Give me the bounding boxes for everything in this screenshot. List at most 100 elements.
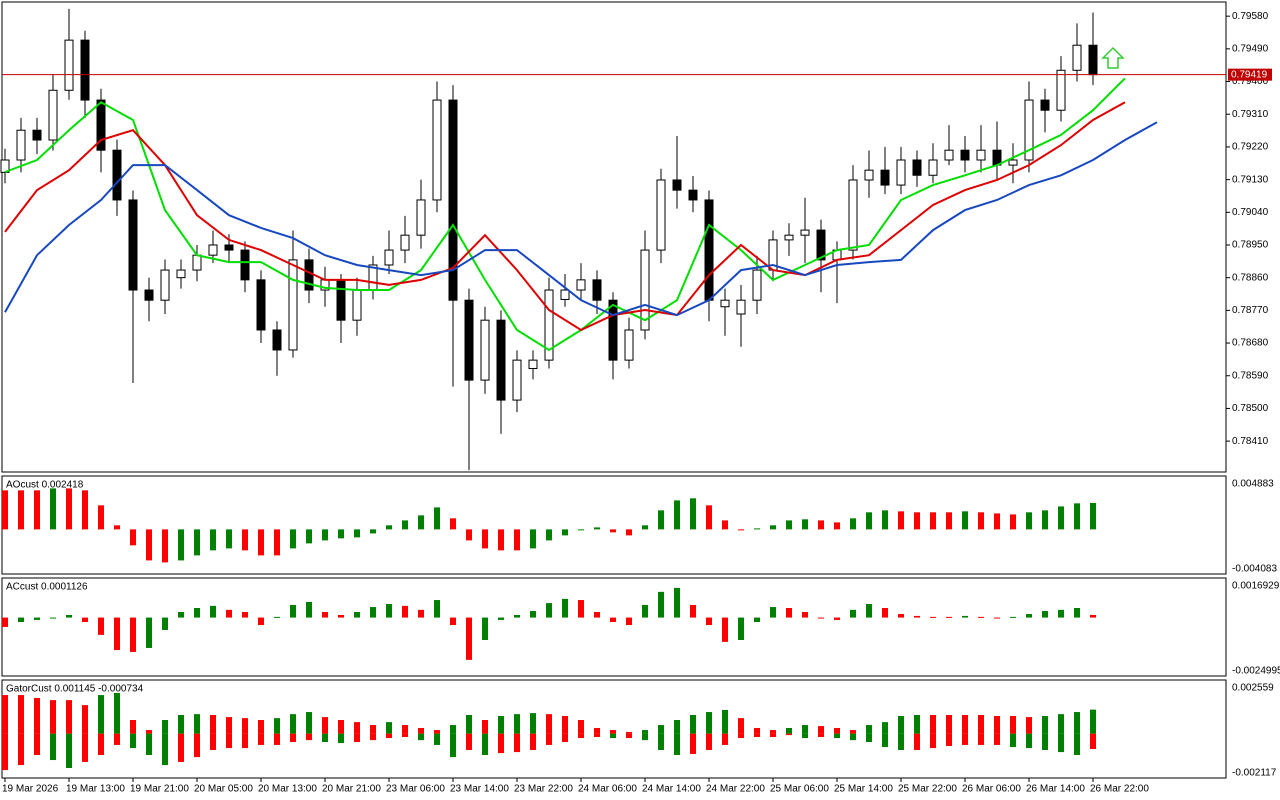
gator-bar xyxy=(978,733,984,745)
gator-bar xyxy=(1090,709,1096,734)
candle-body xyxy=(608,299,618,361)
histogram-bar xyxy=(530,611,536,618)
gator-bar xyxy=(562,733,568,743)
histogram-bar xyxy=(146,617,152,648)
histogram-bar xyxy=(306,601,312,618)
histogram-bar xyxy=(162,617,168,630)
histogram-bar xyxy=(434,507,440,530)
histogram-bar xyxy=(562,598,568,618)
gator-bar xyxy=(658,725,664,734)
gator-bar xyxy=(834,733,840,739)
histogram-bar xyxy=(962,511,968,530)
histogram-bar xyxy=(754,528,760,530)
gator-bar xyxy=(114,692,120,734)
panel-title: AOcust 0.002418 xyxy=(6,480,84,491)
current-price-box xyxy=(1228,68,1272,81)
histogram-bar xyxy=(594,611,600,618)
x-tick-label: 25 Mar 06:00 xyxy=(770,784,829,795)
y-top-label: 0.004883 xyxy=(1232,479,1274,490)
gator-bar xyxy=(722,733,728,745)
histogram-bar xyxy=(194,529,200,556)
candle-body xyxy=(352,289,362,321)
gator-bar xyxy=(658,733,664,750)
gator-bar xyxy=(706,712,712,734)
gator-bar xyxy=(866,733,872,743)
gator-bar xyxy=(34,733,40,756)
candle-body xyxy=(240,249,250,281)
y-tick-label: 0.78770 xyxy=(1232,305,1269,316)
histogram-bar xyxy=(754,617,760,623)
gator-bar xyxy=(770,730,776,734)
candle-body xyxy=(432,99,442,201)
histogram-bar xyxy=(402,520,408,530)
histogram-bar xyxy=(258,529,264,556)
gator-bar xyxy=(690,714,696,734)
gator-bar xyxy=(882,733,888,748)
y-tick-label: 0.78500 xyxy=(1232,403,1269,414)
histogram-bar xyxy=(690,604,696,618)
histogram-bar xyxy=(674,587,680,618)
gator-bar xyxy=(962,733,968,745)
histogram-bar xyxy=(1042,510,1048,530)
gator-bar xyxy=(418,727,424,734)
candle-body xyxy=(912,159,922,176)
gator-bar xyxy=(226,733,232,749)
gator-bar xyxy=(370,733,376,741)
histogram-bar xyxy=(242,611,248,618)
gator-bar xyxy=(850,733,856,741)
candle-body xyxy=(800,229,810,236)
histogram-bar xyxy=(434,600,440,618)
histogram-bar xyxy=(882,607,888,618)
histogram-bar xyxy=(1090,502,1096,530)
gator-bar xyxy=(1026,717,1032,734)
gator-bar xyxy=(1010,733,1016,748)
x-tick-label: 19 Mar 13:00 xyxy=(66,784,125,795)
gator-bar xyxy=(546,733,552,745)
histogram-bar xyxy=(866,512,872,530)
y-tick-label: 0.78860 xyxy=(1232,272,1269,283)
candle-body xyxy=(528,359,538,369)
gator-bar xyxy=(674,733,680,756)
histogram-bar xyxy=(690,498,696,530)
histogram-bar xyxy=(834,617,840,620)
histogram-bar xyxy=(370,529,376,534)
candle-body xyxy=(0,159,10,173)
candle-body xyxy=(208,244,218,256)
histogram-bar xyxy=(466,617,472,660)
histogram-bar xyxy=(306,529,312,544)
x-tick-label: 26 Mar 06:00 xyxy=(962,784,1021,795)
x-tick-label: 24 Mar 14:00 xyxy=(642,784,701,795)
candle-body xyxy=(272,329,282,351)
candle-body xyxy=(336,279,346,321)
histogram-bar xyxy=(594,527,600,530)
histogram-bar xyxy=(66,488,72,530)
moving-average-line xyxy=(4,121,1158,317)
histogram-bar xyxy=(514,615,520,618)
histogram-bar xyxy=(1074,607,1080,618)
gator-bar xyxy=(786,733,792,736)
gator-bar xyxy=(578,720,584,734)
candle-body xyxy=(1024,99,1034,161)
histogram-bar xyxy=(226,609,232,618)
gator-bar xyxy=(274,718,280,734)
histogram-bar xyxy=(978,512,984,530)
gator-bar xyxy=(930,714,936,734)
gator-bar xyxy=(354,733,360,743)
gator-bar xyxy=(18,695,24,734)
gator-bar xyxy=(338,733,344,744)
y-tick-label: 0.79040 xyxy=(1232,207,1269,218)
x-tick-label: 23 Mar 06:00 xyxy=(386,784,445,795)
histogram-bar xyxy=(786,520,792,530)
histogram-bar xyxy=(450,617,456,626)
gator-bar xyxy=(290,733,296,743)
candle-body xyxy=(48,89,58,141)
histogram-bar xyxy=(498,617,504,620)
histogram-bar xyxy=(402,605,408,618)
gator-bar xyxy=(338,720,344,734)
histogram-bar xyxy=(962,615,968,618)
candle-body xyxy=(944,149,954,161)
gator-bar xyxy=(882,722,888,734)
histogram-bar xyxy=(514,529,520,551)
gator-bar xyxy=(930,733,936,749)
gator-bar xyxy=(258,720,264,734)
